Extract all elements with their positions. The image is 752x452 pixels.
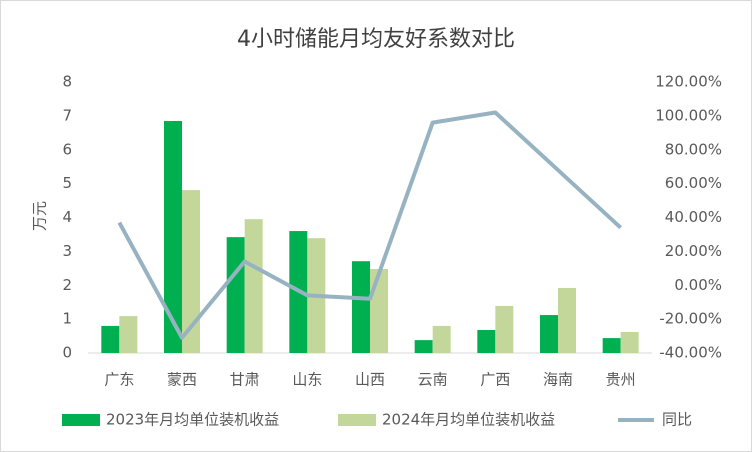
x-tick-label: 广东: [104, 371, 134, 389]
bar: [620, 331, 639, 353]
x-tick-label: 广西: [480, 371, 510, 389]
bar: [101, 325, 120, 353]
y-tick-label: 8: [62, 73, 72, 91]
bar: [540, 315, 558, 353]
y2-tick-label: 20.00%: [665, 242, 722, 260]
x-tick-label: 山东: [292, 371, 322, 389]
y-tick-label: 7: [62, 106, 72, 124]
legend-swatch: [62, 414, 100, 426]
chart-title: 4小时储能月均友好系数对比: [237, 27, 515, 52]
x-tick-label: 云南: [418, 371, 448, 389]
bar: [495, 305, 514, 353]
x-tick-label: 海南: [543, 371, 573, 389]
bar: [370, 268, 388, 353]
y2-tick-label: -40.00%: [659, 344, 722, 362]
y2-tick-label: 80.00%: [665, 140, 722, 158]
bar: [182, 190, 200, 353]
x-tick-label: 蒙西: [167, 371, 197, 389]
legend-swatch: [338, 414, 376, 426]
legend-label: 同比: [662, 411, 692, 429]
y-tick-label: 3: [62, 242, 72, 260]
y2-tick-label: 120.00%: [655, 73, 722, 91]
x-tick-label: 贵州: [606, 371, 636, 389]
x-tick-label: 甘肃: [230, 371, 260, 389]
legend-label: 2024年月均单位装机收益: [382, 411, 555, 429]
x-tick-label: 山西: [355, 371, 385, 389]
bar: [602, 338, 621, 353]
bar: [558, 287, 576, 353]
y-tick-label: 2: [62, 276, 72, 294]
y-axis-label: 万元: [31, 201, 49, 231]
bar: [226, 237, 245, 353]
bar: [119, 316, 138, 353]
y-tick-label: 4: [62, 208, 72, 226]
y-tick-label: 0: [62, 344, 72, 362]
bar: [414, 340, 433, 353]
y2-tick-label: 40.00%: [665, 208, 722, 226]
y-tick-label: 6: [62, 140, 72, 158]
bar: [244, 219, 263, 353]
legend-label: 2023年月均单位装机收益: [106, 411, 279, 429]
y2-tick-label: 0.00%: [674, 276, 722, 294]
line: [117, 110, 623, 340]
y2-tick-label: 60.00%: [665, 174, 722, 192]
bar: [164, 120, 182, 353]
bar: [352, 261, 370, 353]
bar: [477, 329, 496, 353]
y2-tick-label: -20.00%: [659, 310, 722, 328]
y-tick-label: 1: [62, 310, 72, 328]
bar: [432, 325, 451, 353]
y2-tick-label: 100.00%: [655, 106, 722, 124]
y-tick-label: 5: [62, 174, 72, 192]
